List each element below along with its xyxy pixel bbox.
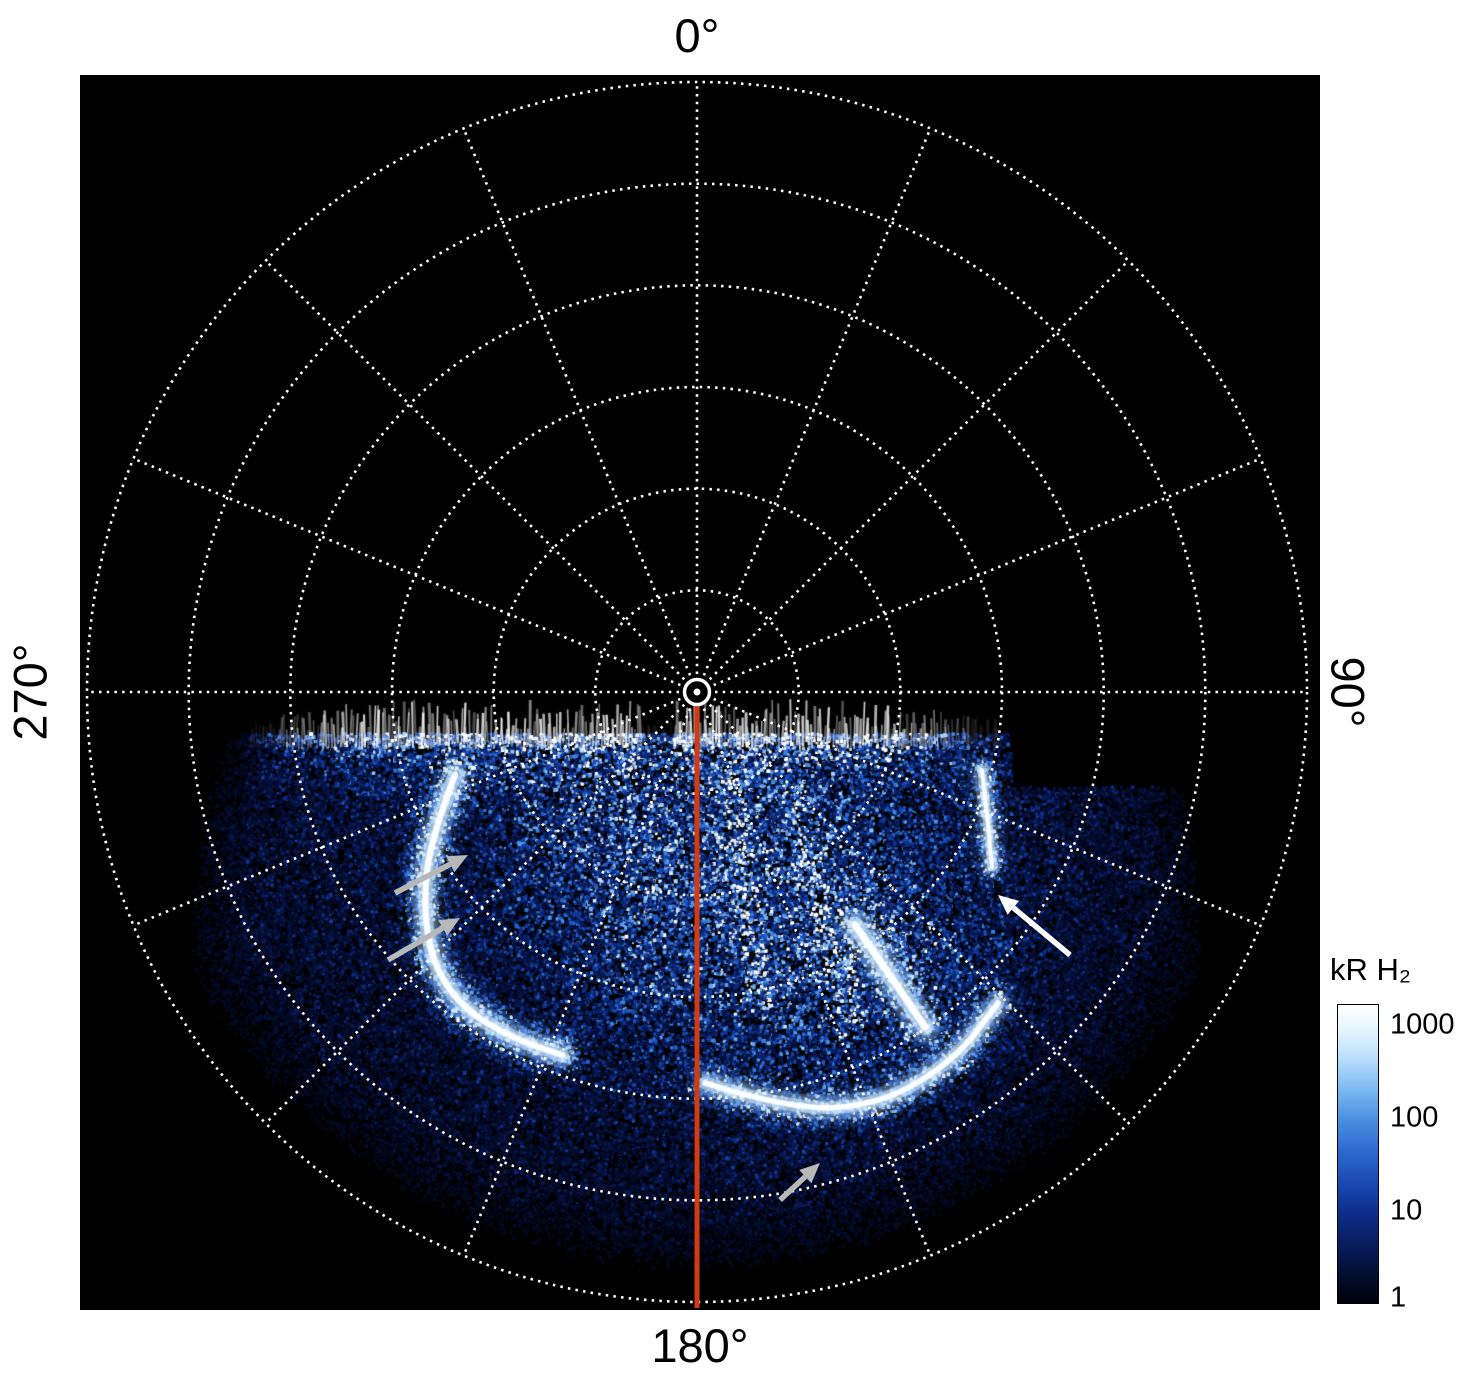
colorbar-tick-1: 1	[1390, 1281, 1407, 1314]
gray-arrow-bottom-head	[799, 1163, 820, 1184]
colorbar-gradient-bar	[1337, 1004, 1379, 1304]
colorbar-tick-labels: 1000 100 10 1	[1390, 1004, 1478, 1314]
polar-grid-ring-5	[187, 182, 1207, 1202]
angle-label-90: 90°	[1321, 656, 1375, 728]
polar-grid-spoke-112.5	[713, 697, 1262, 927]
colorbar-tick-10: 10	[1390, 1194, 1423, 1227]
polar-grid-spoke-157.5	[702, 708, 932, 1257]
gray-arrow-lower-left-head	[438, 918, 460, 936]
polar-grid-spoke-22.5	[702, 127, 932, 676]
angle-label-0: 0°	[674, 9, 720, 62]
polar-grid-spoke-45	[708, 259, 1130, 681]
polar-grid-spoke-292.5	[132, 457, 681, 687]
polar-grid-overlay	[85, 80, 1309, 1308]
pole-center-dot	[693, 688, 701, 696]
colorbar-title: kR H₂	[1330, 952, 1411, 987]
polar-grid-ring-4	[288, 283, 1106, 1101]
gray-arrow-upper-left-head	[446, 855, 468, 873]
polar-grid-ring-6	[85, 80, 1309, 1304]
gray-arrow-bottom-shaft	[778, 1174, 808, 1203]
colorbar-tick-100: 100	[1390, 1101, 1439, 1134]
white-arrow-right-head	[998, 895, 1020, 915]
polar-grid-spoke-135	[708, 703, 1130, 1125]
colorbar-tick-1000: 1000	[1390, 1008, 1455, 1041]
angle-label-270: 270°	[3, 643, 57, 741]
white-arrow-right-shaft	[1011, 905, 1072, 958]
polar-grid-ring-1	[593, 588, 800, 795]
polar-plot-area	[80, 75, 1320, 1310]
angle-label-180: 180°	[651, 1319, 749, 1372]
polar-grid-spoke-202.5	[462, 708, 692, 1257]
gray-arrow-upper-left-shaft	[393, 861, 452, 896]
polar-grid-spoke-67.5	[713, 457, 1262, 687]
gray-arrow-lower-left-shaft	[386, 925, 445, 963]
polar-grid-spoke-337.5	[462, 127, 692, 676]
polar-grid-spoke-225	[264, 703, 686, 1125]
colorbar: kR H₂ 1000 100 10 1	[1322, 952, 1481, 1372]
polar-grid-spoke-315	[264, 259, 686, 681]
polar-grid-spoke-247.5	[132, 697, 681, 927]
